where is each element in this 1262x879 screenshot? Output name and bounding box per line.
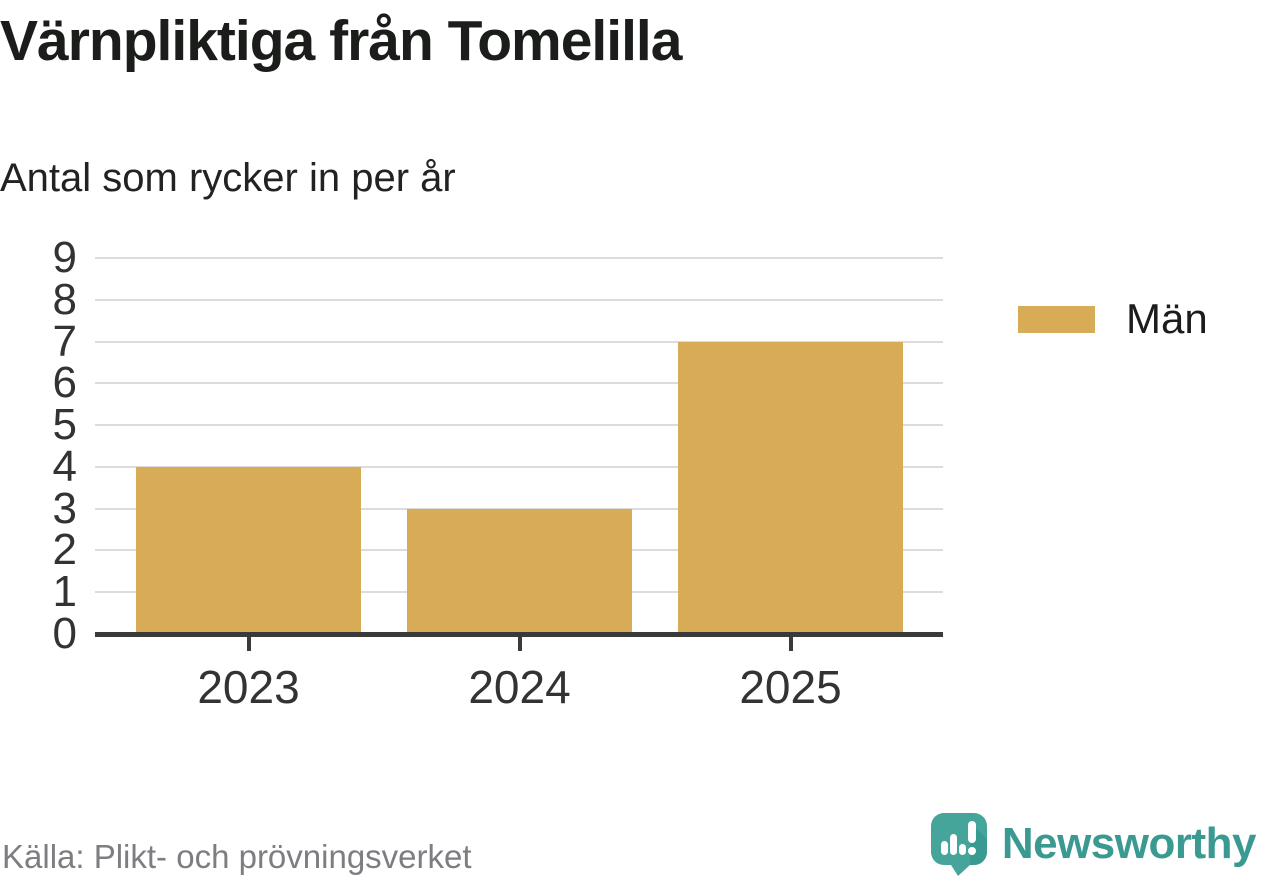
x-axis-line: [95, 632, 943, 637]
brand-logo: Newsworthy: [930, 812, 1257, 879]
gridline-9: [95, 257, 943, 259]
gridline-6: [95, 382, 943, 385]
bar-2025: [678, 341, 903, 634]
gridline-5: [95, 424, 943, 427]
x-tick-2024: [517, 637, 522, 651]
x-tick-label-2025: 2025: [739, 661, 842, 713]
legend-swatch-man: [1018, 305, 1095, 333]
plot-area: [95, 257, 943, 634]
x-tick-label-2023: 2023: [197, 661, 300, 713]
y-tick-label-6: 6: [52, 358, 77, 408]
gridline-4: [95, 465, 943, 468]
x-tick-2025: [788, 637, 793, 651]
bar-2023: [136, 466, 361, 634]
legend-label-man: Män: [1126, 295, 1208, 342]
bar-2024: [407, 508, 632, 634]
gridline-8: [95, 298, 943, 301]
source-attribution: Källa: Plikt- och prövningsverket: [2, 838, 472, 875]
y-tick-label-2: 2: [52, 525, 77, 575]
brand-wordmark: Newsworthy: [1001, 818, 1257, 868]
page-title: Värnpliktiga från Tomelilla: [0, 9, 682, 73]
x-tick-label-2024: 2024: [468, 661, 571, 713]
y-tick-label-1: 1: [52, 567, 77, 617]
chart-subtitle: Antal som rycker in per år: [0, 156, 456, 200]
y-tick-label-9: 9: [52, 233, 77, 282]
y-tick-label-8: 8: [52, 274, 77, 324]
y-tick-label-4: 4: [52, 441, 77, 491]
legend: Män: [1018, 298, 1208, 340]
y-tick-label-5: 5: [52, 400, 77, 450]
newsworthy-icon: [930, 812, 990, 879]
gridline-7: [95, 340, 943, 343]
y-tick-label-3: 3: [52, 483, 77, 533]
y-tick-label-0: 0: [52, 609, 77, 658]
y-tick-label-7: 7: [52, 316, 77, 366]
gridline-3: [95, 507, 943, 510]
x-tick-2023: [246, 637, 251, 651]
